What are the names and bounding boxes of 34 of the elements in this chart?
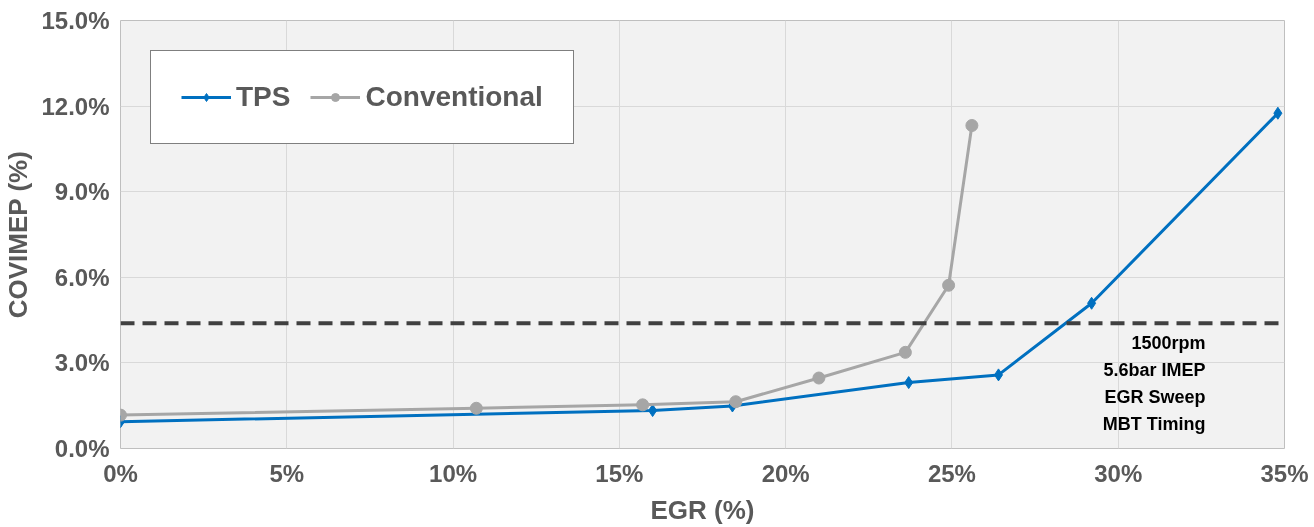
y-tick-label: 3.0% [54, 349, 110, 377]
point [942, 278, 956, 292]
point [636, 398, 650, 412]
y-tick-label: 6.0% [54, 263, 110, 291]
point [469, 401, 483, 415]
annotation: MBT Timing [1102, 413, 1206, 434]
x-tick-label: 5% [269, 459, 305, 487]
point [904, 376, 914, 390]
legend-label: Conventional [365, 81, 543, 113]
point [993, 368, 1003, 382]
annotation: 1500rpm [1131, 332, 1206, 353]
x-tick-label: 35% [1260, 459, 1309, 487]
x-tick-label: 25% [927, 459, 976, 487]
annotation: EGR Sweep [1104, 386, 1206, 407]
x-tick-label: 20% [761, 459, 810, 487]
point [812, 371, 826, 385]
point [648, 404, 658, 418]
x-tick-label: 15% [595, 459, 644, 487]
legend-label: TPS [236, 81, 291, 113]
point [965, 119, 979, 132]
x-tick-label: 10% [429, 459, 478, 487]
point [898, 345, 912, 359]
y-tick-label: 12.0% [41, 92, 110, 120]
y-tick-label: 0.0% [54, 435, 110, 462]
x-axis-title: EGR (%) [650, 494, 755, 525]
x-tick-label: 0% [103, 459, 138, 487]
point [729, 395, 743, 409]
y-axis-title: COVIMEP (%) [3, 151, 34, 319]
point [1273, 106, 1283, 120]
annotation: 5.6bar IMEP [1103, 359, 1206, 380]
point [1087, 296, 1097, 310]
y-tick-label: 9.0% [54, 178, 110, 206]
y-tick-label: 15.0% [41, 7, 110, 34]
x-tick-label: 30% [1094, 459, 1143, 487]
